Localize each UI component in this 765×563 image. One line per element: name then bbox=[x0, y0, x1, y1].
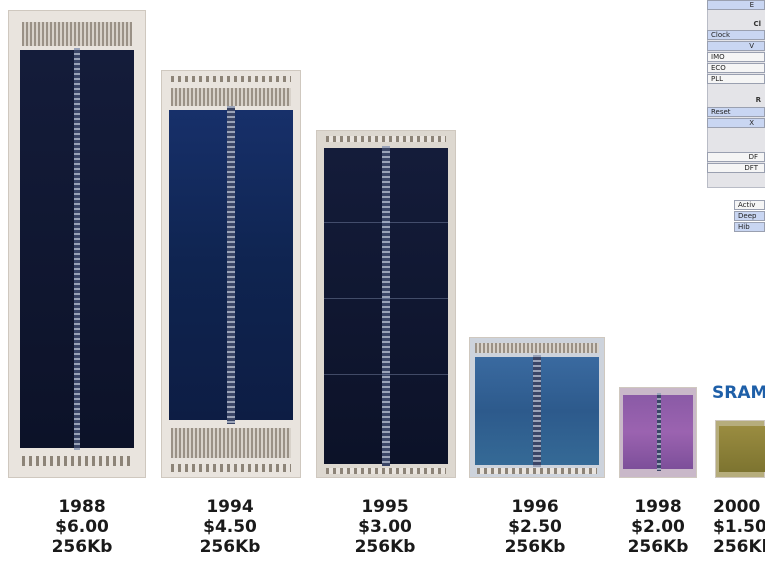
die-label-1996: 1996 $2.50 256Kb bbox=[495, 497, 575, 557]
peripheral-logic-top bbox=[475, 343, 599, 353]
bond-pads-bottom bbox=[171, 464, 291, 472]
die-1996 bbox=[469, 337, 605, 478]
memory-array-left bbox=[475, 357, 533, 465]
memory-array-right bbox=[661, 395, 693, 469]
price-label: $2.50 bbox=[508, 517, 562, 537]
doc-row: PLL bbox=[707, 74, 765, 84]
doc-row: Activ bbox=[734, 200, 765, 210]
array-spine bbox=[74, 48, 80, 450]
die-1995 bbox=[316, 130, 456, 478]
memory-array bbox=[719, 426, 765, 472]
doc-row: V bbox=[707, 41, 765, 51]
doc-row: X bbox=[707, 118, 765, 128]
memory-array-right bbox=[235, 110, 293, 420]
die-1998 bbox=[619, 387, 697, 478]
die-label-1998: 1998 $2.00 256Kb bbox=[618, 497, 698, 557]
die-2000 bbox=[715, 420, 765, 478]
year-label: 1998 bbox=[634, 497, 682, 517]
doc-row: ECO bbox=[707, 63, 765, 73]
memory-array-left bbox=[20, 50, 74, 448]
year-label: 1995 bbox=[361, 497, 409, 517]
bond-pads-bottom bbox=[477, 468, 597, 474]
array-spine bbox=[657, 393, 661, 471]
memory-array-right bbox=[390, 148, 448, 464]
memory-array-left bbox=[324, 148, 382, 464]
price-label: $3.00 bbox=[358, 517, 412, 537]
price-label: $2.00 bbox=[631, 517, 685, 537]
memory-array-right bbox=[541, 357, 599, 465]
peripheral-logic-top bbox=[171, 88, 291, 106]
memory-array-right bbox=[80, 50, 134, 448]
doc-row: E bbox=[707, 0, 765, 10]
array-divider bbox=[324, 374, 448, 375]
capacity-label: 256Kb bbox=[504, 537, 566, 557]
year-label: 2000 bbox=[713, 497, 761, 517]
capacity-label: 256Kb bbox=[713, 537, 765, 557]
year-label: 1988 bbox=[58, 497, 106, 517]
die-label-1994: 1994 $4.50 256Kb bbox=[190, 497, 270, 557]
memory-array-left bbox=[623, 395, 657, 469]
array-divider bbox=[324, 222, 448, 223]
die-label-1995: 1995 $3.00 256Kb bbox=[345, 497, 425, 557]
price-label: $1.50 bbox=[713, 517, 765, 537]
bond-pads-top bbox=[171, 76, 291, 82]
doc-row: Clock bbox=[707, 30, 765, 40]
bond-pads bbox=[22, 456, 132, 466]
memory-array-left bbox=[169, 110, 227, 420]
doc-row: DF bbox=[707, 152, 765, 162]
array-spine bbox=[382, 146, 390, 466]
array-spine bbox=[533, 355, 541, 467]
doc-row: Reset bbox=[707, 107, 765, 117]
year-label: 1994 bbox=[206, 497, 254, 517]
sram-label: SRAM bbox=[712, 383, 765, 403]
doc-section-header: Cl bbox=[753, 20, 761, 28]
year-label: 1996 bbox=[511, 497, 559, 517]
price-label: $6.00 bbox=[55, 517, 109, 537]
die-label-2000: 2000 $1.50 256Kb bbox=[713, 497, 765, 557]
price-label: $4.50 bbox=[203, 517, 257, 537]
doc-row: IMO bbox=[707, 52, 765, 62]
die-1988 bbox=[8, 10, 146, 478]
array-spine bbox=[227, 106, 235, 424]
doc-row: Deep bbox=[734, 211, 765, 221]
doc-row: DFT bbox=[707, 163, 765, 173]
array-divider bbox=[324, 298, 448, 299]
block-diagram-fragment: E Cl Clock V IMO ECO PLL R Reset X DF DF… bbox=[707, 0, 765, 270]
doc-section-header: R bbox=[755, 96, 761, 104]
capacity-label: 256Kb bbox=[354, 537, 416, 557]
capacity-label: 256Kb bbox=[627, 537, 689, 557]
bond-pads-bottom bbox=[326, 468, 446, 474]
bond-pads-top bbox=[326, 136, 446, 142]
die-1994 bbox=[161, 70, 301, 478]
die-label-1988: 1988 $6.00 256Kb bbox=[42, 497, 122, 557]
peripheral-logic-bottom bbox=[171, 428, 291, 458]
peripheral-logic bbox=[22, 22, 132, 46]
doc-row: Hib bbox=[734, 222, 765, 232]
capacity-label: 256Kb bbox=[51, 537, 113, 557]
capacity-label: 256Kb bbox=[199, 537, 261, 557]
